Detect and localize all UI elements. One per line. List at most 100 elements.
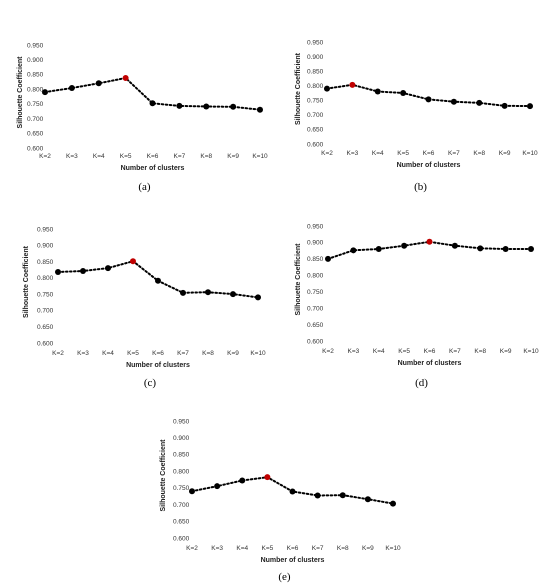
- data-point: [95, 80, 102, 87]
- x-tick-label: K=10: [523, 348, 539, 355]
- x-tick-label: K=7: [448, 150, 460, 157]
- x-tick-label: K=2: [52, 350, 64, 357]
- data-point: [502, 246, 509, 252]
- x-tick-label: K=8: [202, 350, 214, 357]
- highlight-point: [349, 81, 356, 88]
- x-tick-label: K=9: [500, 348, 512, 355]
- y-tick-label: 0.800: [27, 86, 44, 93]
- y-tick-label: 0.600: [27, 145, 44, 152]
- series-line: [44, 76, 261, 111]
- data-point: [289, 488, 296, 495]
- y-tick-label: 0.650: [307, 322, 324, 329]
- data-point: [203, 103, 210, 110]
- y-tick-label: 0.900: [173, 435, 190, 442]
- y-tick-label: 0.850: [307, 68, 324, 75]
- x-tick-label: K=10: [522, 150, 538, 157]
- data-point: [214, 483, 221, 490]
- data-point: [425, 96, 432, 103]
- x-axis-label: Number of clusters: [398, 360, 462, 367]
- y-tick-label: 0.950: [307, 39, 324, 46]
- chart-panel: 0.600 0.650 0.700 0.750 0.800 0.850 0.900 0.950…: [160, 418, 401, 583]
- y-tick-label: 0.700: [307, 112, 324, 119]
- y-tick-label: 0.850: [307, 256, 324, 263]
- x-tick-label: K=4: [102, 350, 114, 357]
- y-tick-label: 0.800: [173, 468, 190, 475]
- x-tick-label: K=5: [262, 545, 274, 552]
- y-tick-label: 0.900: [307, 54, 324, 61]
- x-tick-label: K=4: [93, 153, 105, 160]
- y-tick-label: 0.850: [37, 259, 54, 266]
- y-tick-label: 0.650: [307, 127, 324, 134]
- y-axis-label: Silhouette Coefficient: [23, 245, 30, 318]
- x-tick-label: K=3: [211, 545, 223, 552]
- panel-caption: (e): [278, 571, 291, 583]
- x-tick-label: K=10: [385, 545, 401, 552]
- y-tick-label: 0.750: [307, 289, 324, 296]
- data-point: [149, 100, 156, 107]
- y-tick-label: 0.850: [27, 72, 44, 79]
- x-tick-label: K=8: [337, 545, 349, 552]
- x-tick-label: K=8: [200, 153, 212, 160]
- data-point: [314, 492, 321, 499]
- data-point: [374, 88, 381, 95]
- y-tick-label: 0.700: [307, 305, 324, 312]
- data-point: [527, 103, 533, 110]
- y-tick-label: 0.700: [27, 116, 44, 123]
- y-axis-label: Silhouette Coefficient: [295, 52, 302, 125]
- data-point: [255, 294, 261, 301]
- data-point: [501, 102, 508, 109]
- x-tick-label: K=8: [474, 348, 486, 355]
- data-point: [257, 106, 263, 113]
- x-tick-label: K=7: [177, 350, 189, 357]
- data-point: [350, 247, 357, 254]
- x-tick-label: K=3: [66, 153, 78, 160]
- data-point: [180, 289, 186, 296]
- x-axis-label: Number of clusters: [261, 557, 325, 564]
- chart-panel: 0.600 0.650 0.700 0.750 0.800 0.850 0.900 0.950…: [295, 223, 539, 389]
- y-tick-label: 0.800: [37, 275, 54, 282]
- y-tick-label: 0.950: [37, 226, 54, 233]
- data-point: [189, 488, 195, 495]
- y-tick-label: 0.750: [173, 485, 190, 492]
- panel-caption: (c): [144, 377, 157, 389]
- data-point: [375, 246, 382, 252]
- y-tick-label: 0.900: [37, 243, 54, 250]
- x-tick-label: K=2: [322, 348, 334, 355]
- y-tick-label: 0.700: [37, 308, 54, 315]
- x-tick-label: K=6: [424, 348, 436, 355]
- highlight-point: [122, 74, 129, 81]
- y-tick-label: 0.900: [27, 57, 44, 64]
- data-point: [105, 265, 111, 272]
- chart-panel: 0.600 0.650 0.700 0.750 0.800 0.850 0.900 0.950…: [295, 39, 538, 193]
- data-point: [205, 289, 211, 296]
- data-point: [239, 477, 246, 484]
- y-axis-label: Silhouette Coefficient: [295, 243, 302, 316]
- x-tick-label: K=4: [236, 545, 248, 552]
- chart-panel: 0.600 0.650 0.700 0.750 0.800 0.850 0.900 0.950…: [23, 226, 266, 389]
- x-axis-label: Number of clusters: [126, 362, 190, 369]
- y-tick-label: 0.650: [27, 131, 44, 138]
- x-tick-label: K=5: [120, 153, 132, 160]
- x-tick-label: K=5: [397, 150, 409, 157]
- data-point: [390, 500, 396, 507]
- data-point: [477, 245, 484, 252]
- x-tick-label: K=6: [287, 545, 299, 552]
- data-point: [324, 85, 330, 92]
- data-point: [68, 84, 75, 91]
- chart-panel: 0.600 0.650 0.700 0.750 0.800 0.850 0.900 0.950…: [17, 42, 268, 193]
- panel-caption: (d): [415, 377, 428, 389]
- x-tick-label: K=7: [449, 348, 461, 355]
- y-tick-label: 0.650: [37, 324, 54, 331]
- data-point: [400, 90, 407, 96]
- x-tick-label: K=2: [186, 545, 198, 552]
- x-tick-label: K=10: [252, 153, 268, 160]
- y-axis-label: Silhouette Coefficient: [17, 56, 24, 129]
- x-tick-label: K=3: [77, 350, 89, 357]
- x-tick-label: K=7: [174, 153, 186, 160]
- x-tick-label: K=7: [312, 545, 324, 552]
- x-axis-label: Number of clusters: [397, 162, 461, 169]
- x-tick-label: K=9: [227, 350, 239, 357]
- data-point: [476, 99, 483, 106]
- highlight-point: [130, 258, 136, 265]
